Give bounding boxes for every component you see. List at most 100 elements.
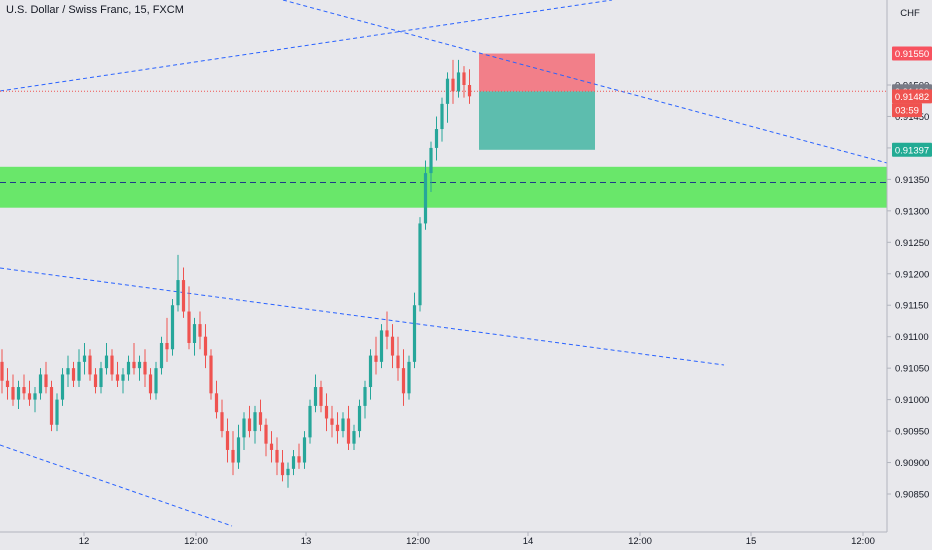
price-badge: 0.91550 <box>892 46 932 61</box>
price-badge-bg <box>892 103 922 118</box>
trend-line-falling-upper <box>282 0 888 164</box>
candle <box>330 405 334 438</box>
candle <box>132 342 136 375</box>
candle-body <box>22 387 26 394</box>
time-tick-label: 12:00 <box>628 536 652 547</box>
candle-body <box>110 355 114 375</box>
candle <box>253 405 257 444</box>
candle <box>60 368 65 406</box>
candle-body <box>209 355 213 394</box>
candle <box>462 66 466 98</box>
candle-body <box>418 223 422 306</box>
candle-body <box>159 342 164 369</box>
candle <box>170 298 175 356</box>
candle-body <box>165 342 169 350</box>
candle <box>143 349 147 388</box>
candle <box>429 141 433 192</box>
trend-line-rising-top <box>0 0 613 92</box>
candle <box>324 393 329 432</box>
price-badge-label: 03:59 <box>895 106 919 117</box>
candle <box>291 449 296 476</box>
candle <box>357 399 362 438</box>
candle <box>247 405 252 438</box>
candle <box>203 324 208 369</box>
time-tick-label: 12:00 <box>184 536 208 547</box>
candle-body <box>121 374 125 381</box>
candle <box>390 324 395 369</box>
candle-body <box>242 418 246 438</box>
candle-body <box>214 393 219 413</box>
candle-body <box>148 374 153 394</box>
candle-body <box>33 393 37 400</box>
candle-body <box>264 424 268 444</box>
candle-body <box>423 173 428 224</box>
candle-body <box>291 456 296 469</box>
candle <box>148 368 153 400</box>
candle <box>363 380 367 419</box>
candle <box>407 355 411 400</box>
candle <box>236 424 241 469</box>
price-badge-bg <box>892 89 932 104</box>
trend-line-falling-lower <box>0 444 233 527</box>
candle-body <box>16 387 21 400</box>
candle <box>38 368 43 400</box>
candle <box>110 349 114 381</box>
candle-body <box>269 443 274 450</box>
candle <box>423 160 428 230</box>
time-axis: 12 12:00 13 12:00 14 12:00 15 12:00 <box>0 531 932 550</box>
chart-title: U.S. Dollar / Swiss Franc, 15, FXCM <box>6 4 184 16</box>
candle <box>456 59 461 98</box>
time-axis-background <box>0 532 932 550</box>
candle <box>44 361 48 394</box>
trend-line-falling-mid <box>0 267 725 366</box>
candle <box>198 311 202 350</box>
candle-body <box>385 330 389 337</box>
price-tick-label: 0.91100 <box>895 332 929 343</box>
candle <box>0 349 4 394</box>
candle-body <box>71 368 76 381</box>
candle <box>368 349 373 400</box>
candle-body <box>88 355 92 375</box>
candle-body <box>27 393 32 400</box>
candle <box>275 437 279 476</box>
candle-body <box>467 85 472 97</box>
candle <box>352 424 356 450</box>
candle <box>33 387 37 413</box>
price-axis: CHF 0.90850 0.90900 0.90950 0.91000 0.91050 0.… <box>886 0 932 550</box>
price-tick-label: 0.91450 <box>895 112 929 123</box>
candle <box>137 355 142 381</box>
candle-body <box>198 324 202 337</box>
candle-body <box>247 418 252 432</box>
candle-body <box>335 424 340 432</box>
candle <box>22 374 26 400</box>
candle-body <box>187 311 191 343</box>
candle-body <box>357 405 362 432</box>
candle-body <box>390 336 395 356</box>
candle-body <box>132 361 136 369</box>
candle <box>396 336 400 381</box>
candle <box>121 368 125 394</box>
candle <box>159 336 164 375</box>
candle-body <box>346 418 351 444</box>
candle-body <box>352 431 356 444</box>
candle-body <box>115 374 120 381</box>
candle <box>269 431 274 463</box>
price-tick-label: 0.90950 <box>895 427 929 438</box>
price-tick-label: 0.91200 <box>895 269 929 280</box>
stop-loss-zone <box>479 53 595 92</box>
candle-body <box>66 368 70 375</box>
candle <box>302 431 307 469</box>
candle-body <box>401 368 406 394</box>
candle-body <box>456 72 461 92</box>
candle-body <box>396 355 400 369</box>
candle <box>126 355 131 381</box>
candle <box>467 69 472 104</box>
zones-layer <box>0 53 887 208</box>
time-tick-label: 14 <box>523 536 534 547</box>
candle <box>49 380 54 432</box>
candle-body <box>143 361 147 375</box>
candle-body <box>5 380 10 388</box>
price-tick-label: 0.91350 <box>895 175 929 186</box>
candle-body <box>44 374 48 388</box>
